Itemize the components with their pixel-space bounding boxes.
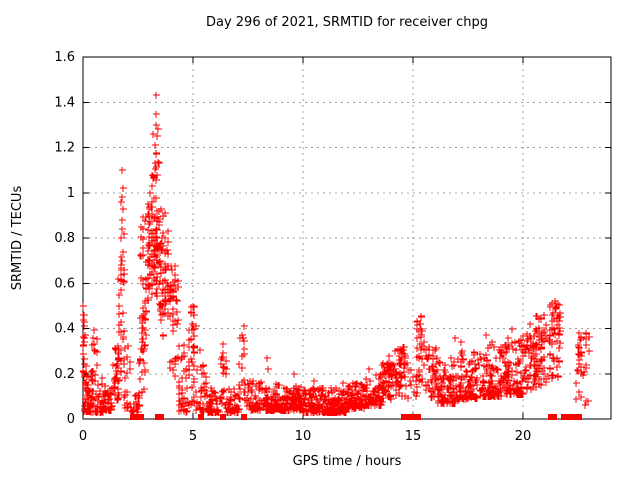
y-tick-label: 0 (67, 412, 75, 427)
x-tick-label: 15 (405, 429, 422, 444)
y-tick-label: 1.2 (54, 141, 75, 156)
zero-flag (576, 414, 582, 420)
chart-title: Day 296 of 2021, SRMTID for receiver chp… (205, 15, 489, 30)
x-tick-label: 5 (189, 429, 197, 444)
zero-flag (138, 414, 144, 420)
tick-labels: 0 5 10 15 20 0 0.2 0.4 0.6 0.8 1 1.2 1.4 1.6 (54, 50, 531, 444)
y-tick-label: 0.4 (54, 322, 75, 337)
zero-flag (158, 414, 164, 420)
zero-flag (404, 414, 410, 420)
data-points (80, 92, 593, 416)
grid-lines (83, 57, 611, 419)
x-axis-title: GPS time / hours (292, 454, 402, 469)
zero-flag (220, 414, 226, 420)
zero-flag (551, 414, 557, 420)
y-tick-label: 0.6 (54, 276, 75, 291)
zero-flag (241, 414, 247, 420)
y-tick-label: 1 (67, 186, 75, 201)
y-tick-label: 1.6 (54, 50, 75, 65)
y-tick-label: 0.8 (54, 231, 75, 246)
zero-flag-squares (130, 414, 582, 420)
x-tick-label: 20 (515, 429, 532, 444)
zero-flag (415, 414, 421, 420)
zero-flag (567, 414, 573, 420)
x-tick-label: 10 (295, 429, 312, 444)
x-tick-label: 0 (79, 429, 87, 444)
zero-flag (198, 414, 204, 420)
y-tick-label: 0.2 (54, 367, 75, 382)
zero-flag (133, 414, 139, 420)
tick-marks (82, 56, 611, 420)
y-tick-label: 1.4 (54, 95, 75, 110)
